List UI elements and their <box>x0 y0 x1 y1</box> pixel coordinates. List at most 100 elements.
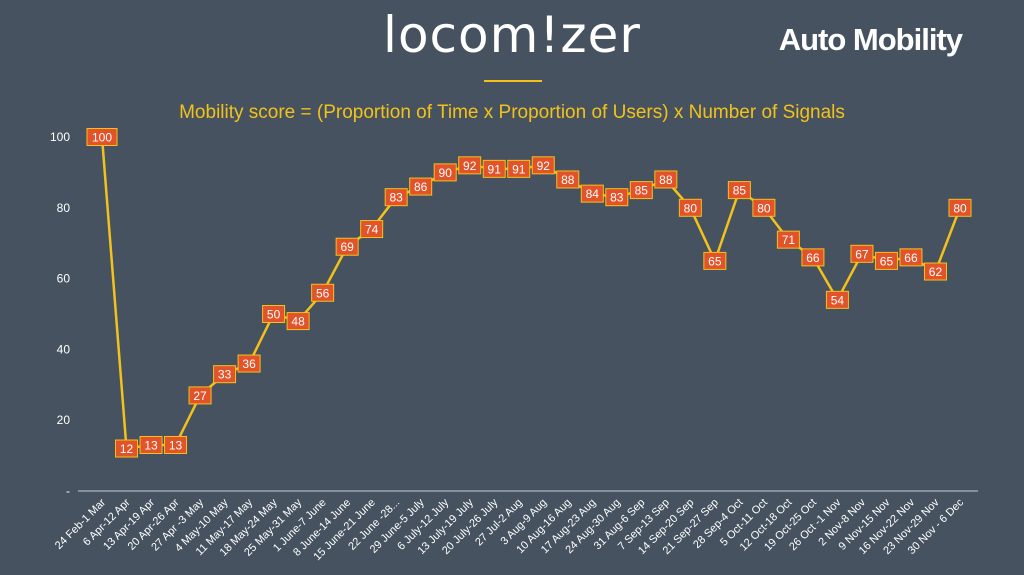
data-label: 48 <box>291 315 305 329</box>
data-label: 88 <box>659 173 673 187</box>
y-tick-label: - <box>66 484 70 498</box>
data-point: 91 <box>482 159 506 178</box>
data-point: 48 <box>286 312 310 331</box>
data-label: 83 <box>389 191 403 205</box>
y-tick-label: 80 <box>57 201 71 215</box>
data-point: 67 <box>850 244 874 263</box>
data-point: 13 <box>139 435 163 454</box>
data-label: 71 <box>782 233 796 247</box>
data-label: 92 <box>537 159 551 173</box>
data-point-marker <box>703 251 727 270</box>
data-label: 36 <box>242 357 256 371</box>
data-point-marker <box>115 439 139 458</box>
data-label: 62 <box>929 265 943 279</box>
data-point-marker <box>948 198 972 217</box>
data-point-marker <box>874 251 898 270</box>
data-label: 90 <box>439 166 453 180</box>
data-label: 54 <box>831 293 845 307</box>
data-point-marker <box>335 237 359 256</box>
data-point: 50 <box>262 305 286 323</box>
chart-title: Mobility score = (Proportion of Time x P… <box>179 102 845 123</box>
data-point: 88 <box>556 170 580 189</box>
data-point-marker <box>384 188 408 207</box>
data-label: 84 <box>586 187 600 201</box>
data-point: 85 <box>727 181 751 200</box>
data-point: 91 <box>507 159 531 178</box>
data-label: 80 <box>757 201 771 215</box>
logo-underline <box>484 80 542 82</box>
data-point: 71 <box>776 230 800 249</box>
data-point: 80 <box>948 198 972 217</box>
data-point: 56 <box>311 283 335 302</box>
data-point-marker <box>433 163 457 182</box>
data-label: 83 <box>610 191 624 205</box>
data-label: 86 <box>414 180 428 194</box>
data-point: 80 <box>678 198 702 217</box>
data-point-marker <box>311 283 335 302</box>
y-tick-label: 100 <box>50 130 70 144</box>
data-point: 92 <box>458 156 482 175</box>
data-point: 66 <box>899 248 923 267</box>
data-point-marker <box>86 128 118 146</box>
data-point-marker <box>237 354 261 373</box>
data-label: 91 <box>488 162 502 176</box>
y-tick-label: 20 <box>57 413 71 427</box>
data-point-marker <box>507 159 531 178</box>
data-label: 67 <box>855 247 869 261</box>
data-point-marker <box>899 248 923 267</box>
data-point-marker <box>580 184 604 203</box>
data-point: 88 <box>654 170 678 189</box>
data-label: 80 <box>684 201 698 215</box>
data-point-marker <box>188 386 212 405</box>
data-point-marker <box>556 170 580 189</box>
data-label: 27 <box>193 389 207 403</box>
data-point: 69 <box>335 237 359 256</box>
data-point: 100 <box>86 128 118 146</box>
data-point: 65 <box>874 251 898 270</box>
data-point-marker <box>458 156 482 175</box>
data-point-marker <box>482 159 506 178</box>
data-label: 69 <box>340 240 354 254</box>
data-label: 74 <box>365 223 379 237</box>
data-point: 65 <box>703 251 727 270</box>
data-point-marker <box>531 156 555 175</box>
data-label: 13 <box>144 438 158 452</box>
y-tick-label: 40 <box>57 342 71 356</box>
data-point: 13 <box>164 435 188 454</box>
data-point: 85 <box>629 181 653 200</box>
data-point: 54 <box>825 290 849 309</box>
data-point: 83 <box>384 188 408 207</box>
data-label: 13 <box>169 438 183 452</box>
data-label: 88 <box>561 173 575 187</box>
data-point: 80 <box>752 198 776 217</box>
data-point-marker <box>139 435 163 454</box>
data-point: 83 <box>605 188 629 207</box>
data-label: 33 <box>218 368 232 382</box>
data-label: 80 <box>953 201 967 215</box>
data-point: 84 <box>580 184 604 203</box>
data-point: 36 <box>237 354 261 373</box>
data-point-marker <box>654 170 678 189</box>
data-label: 12 <box>120 442 134 456</box>
data-point: 62 <box>923 262 947 281</box>
data-label: 66 <box>806 251 820 265</box>
data-label: 85 <box>733 184 747 198</box>
data-label: 65 <box>708 254 722 268</box>
data-point: 92 <box>531 156 555 175</box>
data-point: 74 <box>360 220 384 239</box>
data-label: 65 <box>880 254 894 268</box>
data-label: 56 <box>316 286 330 300</box>
data-point-marker <box>801 248 825 267</box>
data-point-marker <box>360 220 384 239</box>
page-title: Auto Mobility <box>778 22 963 57</box>
data-point-marker <box>286 312 310 331</box>
data-label: 91 <box>512 162 526 176</box>
data-point: 33 <box>213 365 237 384</box>
data-label: 92 <box>463 159 477 173</box>
data-point-marker <box>409 177 433 196</box>
locomizer-logo: locom!zer <box>383 6 641 64</box>
y-axis: - 20 40 60 80 100 <box>50 130 70 498</box>
data-labels: 100 12 13 13 27 33 36 50 48 56 69 74 83 86 90 92 91 91 92 8… <box>86 128 972 458</box>
